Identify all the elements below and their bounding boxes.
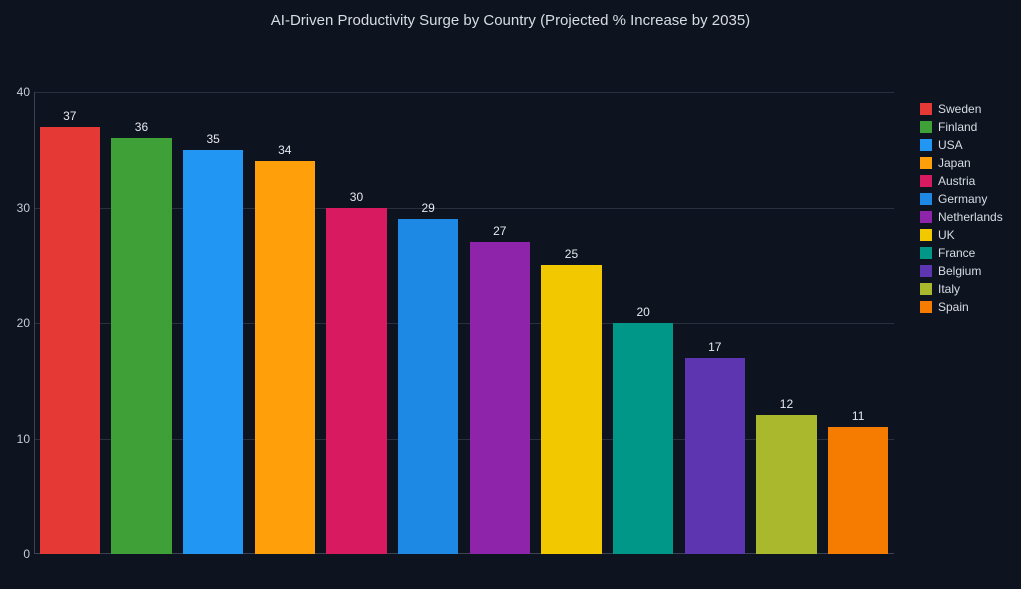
bar-value-label: 11 [852,409,864,423]
bar: 12 [756,415,816,554]
legend-label: Sweden [938,102,981,116]
legend-label: Netherlands [938,210,1003,224]
legend-item: Finland [920,120,1003,134]
bar: 30 [326,208,386,555]
legend: Sweden Finland USA Japan Austria Germany Nethe… [920,102,1003,314]
plot-area: 010203040373635343029272520171211 [34,92,894,554]
legend-swatch [920,247,932,259]
legend-item: France [920,246,1003,260]
legend-label: Belgium [938,264,981,278]
legend-item: Sweden [920,102,1003,116]
bar: 29 [398,219,458,554]
legend-label: Japan [938,156,971,170]
bar-value-label: 27 [493,224,506,238]
y-tick-label: 40 [8,85,30,99]
legend-swatch [920,121,932,133]
legend-label: Finland [938,120,977,134]
bar-value-label: 12 [780,397,793,411]
bar-value-label: 37 [63,109,76,123]
y-tick-label: 30 [8,201,30,215]
legend-item: Spain [920,300,1003,314]
legend-label: UK [938,228,955,242]
legend-item: Belgium [920,264,1003,278]
legend-label: Italy [938,282,960,296]
gridline [34,92,894,93]
legend-swatch [920,175,932,187]
legend-label: USA [938,138,963,152]
legend-item: Netherlands [920,210,1003,224]
legend-swatch [920,103,932,115]
legend-label: Austria [938,174,975,188]
bar-value-label: 35 [206,132,219,146]
y-axis-line [34,92,35,554]
bar-value-label: 29 [421,201,434,215]
legend-swatch [920,157,932,169]
y-tick-label: 20 [8,316,30,330]
chart-container: AI-Driven Productivity Surge by Country … [0,0,1021,589]
legend-item: Germany [920,192,1003,206]
y-tick-label: 0 [8,547,30,561]
legend-item: Japan [920,156,1003,170]
legend-swatch [920,265,932,277]
legend-swatch [920,283,932,295]
bar: 11 [828,427,888,554]
chart-title: AI-Driven Productivity Surge by Country … [0,12,1021,29]
legend-swatch [920,193,932,205]
legend-label: France [938,246,975,260]
bar: 17 [685,358,745,554]
legend-item: Italy [920,282,1003,296]
bar: 25 [541,265,601,554]
bar: 34 [255,161,315,554]
y-tick-label: 10 [8,432,30,446]
bar-value-label: 20 [636,305,649,319]
legend-item: Austria [920,174,1003,188]
legend-item: UK [920,228,1003,242]
bar: 37 [40,127,100,554]
legend-label: Germany [938,192,987,206]
legend-swatch [920,229,932,241]
legend-item: USA [920,138,1003,152]
legend-swatch [920,301,932,313]
bar-value-label: 30 [350,190,363,204]
bar-value-label: 25 [565,247,578,261]
bar: 36 [111,138,171,554]
bar: 20 [613,323,673,554]
bar: 27 [470,242,530,554]
legend-swatch [920,211,932,223]
legend-label: Spain [938,300,969,314]
bar: 35 [183,150,243,554]
bar-value-label: 17 [708,340,721,354]
legend-swatch [920,139,932,151]
bar-value-label: 36 [135,120,148,134]
bar-value-label: 34 [278,143,291,157]
